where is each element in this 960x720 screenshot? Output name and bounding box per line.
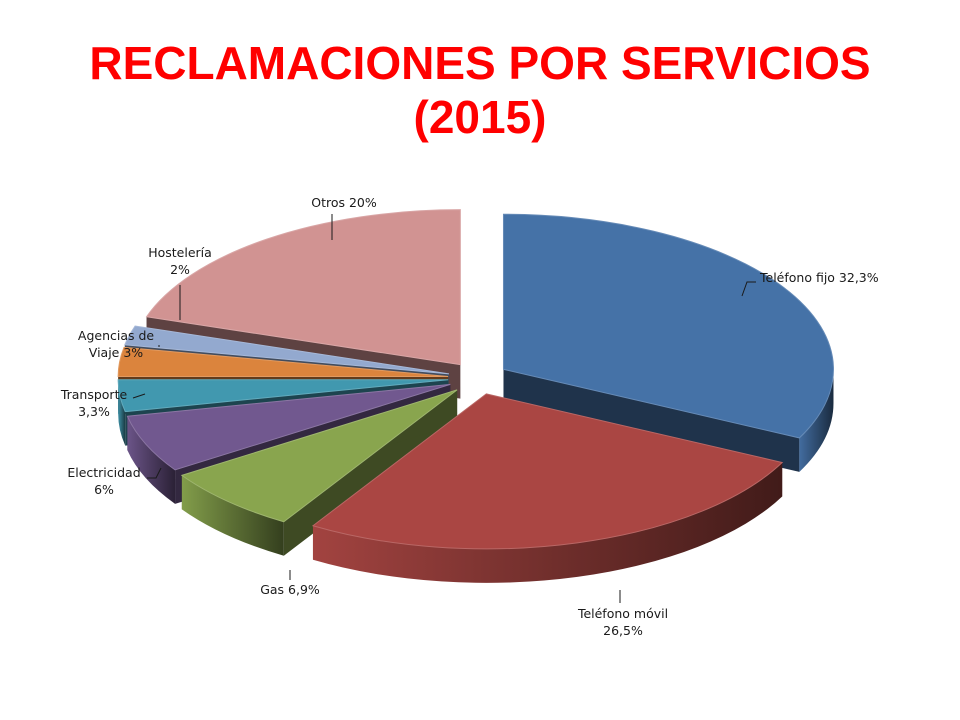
slice-label-line: Agencias de <box>78 328 155 343</box>
slice-label-line: Viaje 3% <box>89 345 143 360</box>
pie-slice-top-telefono-movil <box>311 393 784 550</box>
chart-title-line-2: (2015) <box>413 91 547 143</box>
pie-slice-gas <box>180 389 458 556</box>
pie-slice-top-hosteleria <box>124 325 450 375</box>
pie-slice-top-transporte <box>117 379 449 413</box>
slice-label-line: Otros 20% <box>311 195 377 210</box>
slice-label-line: Teléfono fijo 32,3% <box>759 270 879 285</box>
pie-slice-side <box>312 462 783 583</box>
pie-slices <box>117 209 834 583</box>
pie-labels: Teléfono fijo 32,3% Teléfono móvil 26,5% Ga… <box>60 195 879 638</box>
slice-label-line: Teléfono móvil <box>577 606 668 621</box>
pie-slice-side <box>181 475 284 556</box>
data-label-hosteleria: Hostelería 2% <box>148 245 212 320</box>
pie-slice-side <box>799 369 834 472</box>
slice-label: Teléfono móvil 26,5% <box>577 606 668 638</box>
chart-title: RECLAMACIONES POR SERVICIOS (2015) <box>0 36 960 144</box>
leader-line <box>132 393 146 399</box>
slice-label: Transporte 3,3% <box>60 387 128 419</box>
pie-slice-wall <box>503 369 800 472</box>
slice-label-line: 26,5% <box>603 623 643 638</box>
chart-title-line-1: RECLAMACIONES POR SERVICIOS <box>89 37 871 89</box>
data-label-agencias-de-viaje: Agencias de Viaje 3% <box>78 328 160 360</box>
slice-label-line: Hostelería <box>148 245 212 260</box>
pie-slice-side <box>127 416 176 504</box>
pie-slice-telefono-movil <box>311 393 784 583</box>
pie-slice-top-otros <box>145 209 461 366</box>
slice-label-line: Transporte <box>60 387 128 402</box>
slice-label-line: Electricidad <box>67 465 140 480</box>
data-label-otros: Otros 20% <box>311 195 377 240</box>
data-label-telefono-fijo: Teléfono fijo 32,3% <box>741 270 879 297</box>
pie-slice-top-agencias-de-viaje <box>117 346 449 377</box>
slice-label: Hostelería 2% <box>148 245 212 277</box>
leader-line <box>741 281 756 297</box>
pie-slice-top-telefono-fijo <box>502 213 834 439</box>
data-label-gas: Gas 6,9% <box>260 570 320 597</box>
slice-label-line: Gas 6,9% <box>260 582 320 597</box>
slice-label-line: 3,3% <box>78 404 110 419</box>
slice-label-line: 6% <box>94 482 114 497</box>
pie-slice-telefono-fijo <box>502 213 834 472</box>
pie-slice-top-electricidad <box>126 383 451 471</box>
slice-label: Gas 6,9% <box>260 582 320 597</box>
pie-slice-top-gas <box>180 389 458 523</box>
slice-label: Electricidad 6% <box>67 465 140 497</box>
slice-label: Otros 20% <box>311 195 377 210</box>
leader-line <box>147 467 162 479</box>
slice-label: Teléfono fijo 32,3% <box>759 270 879 285</box>
data-label-transporte: Transporte 3,3% <box>60 387 146 419</box>
data-label-electricidad: Electricidad 6% <box>67 465 162 497</box>
data-label-telefono-movil: Teléfono móvil 26,5% <box>577 590 668 638</box>
slice-label-line: 2% <box>170 262 190 277</box>
slice-label: Agencias de Viaje 3% <box>78 328 155 360</box>
